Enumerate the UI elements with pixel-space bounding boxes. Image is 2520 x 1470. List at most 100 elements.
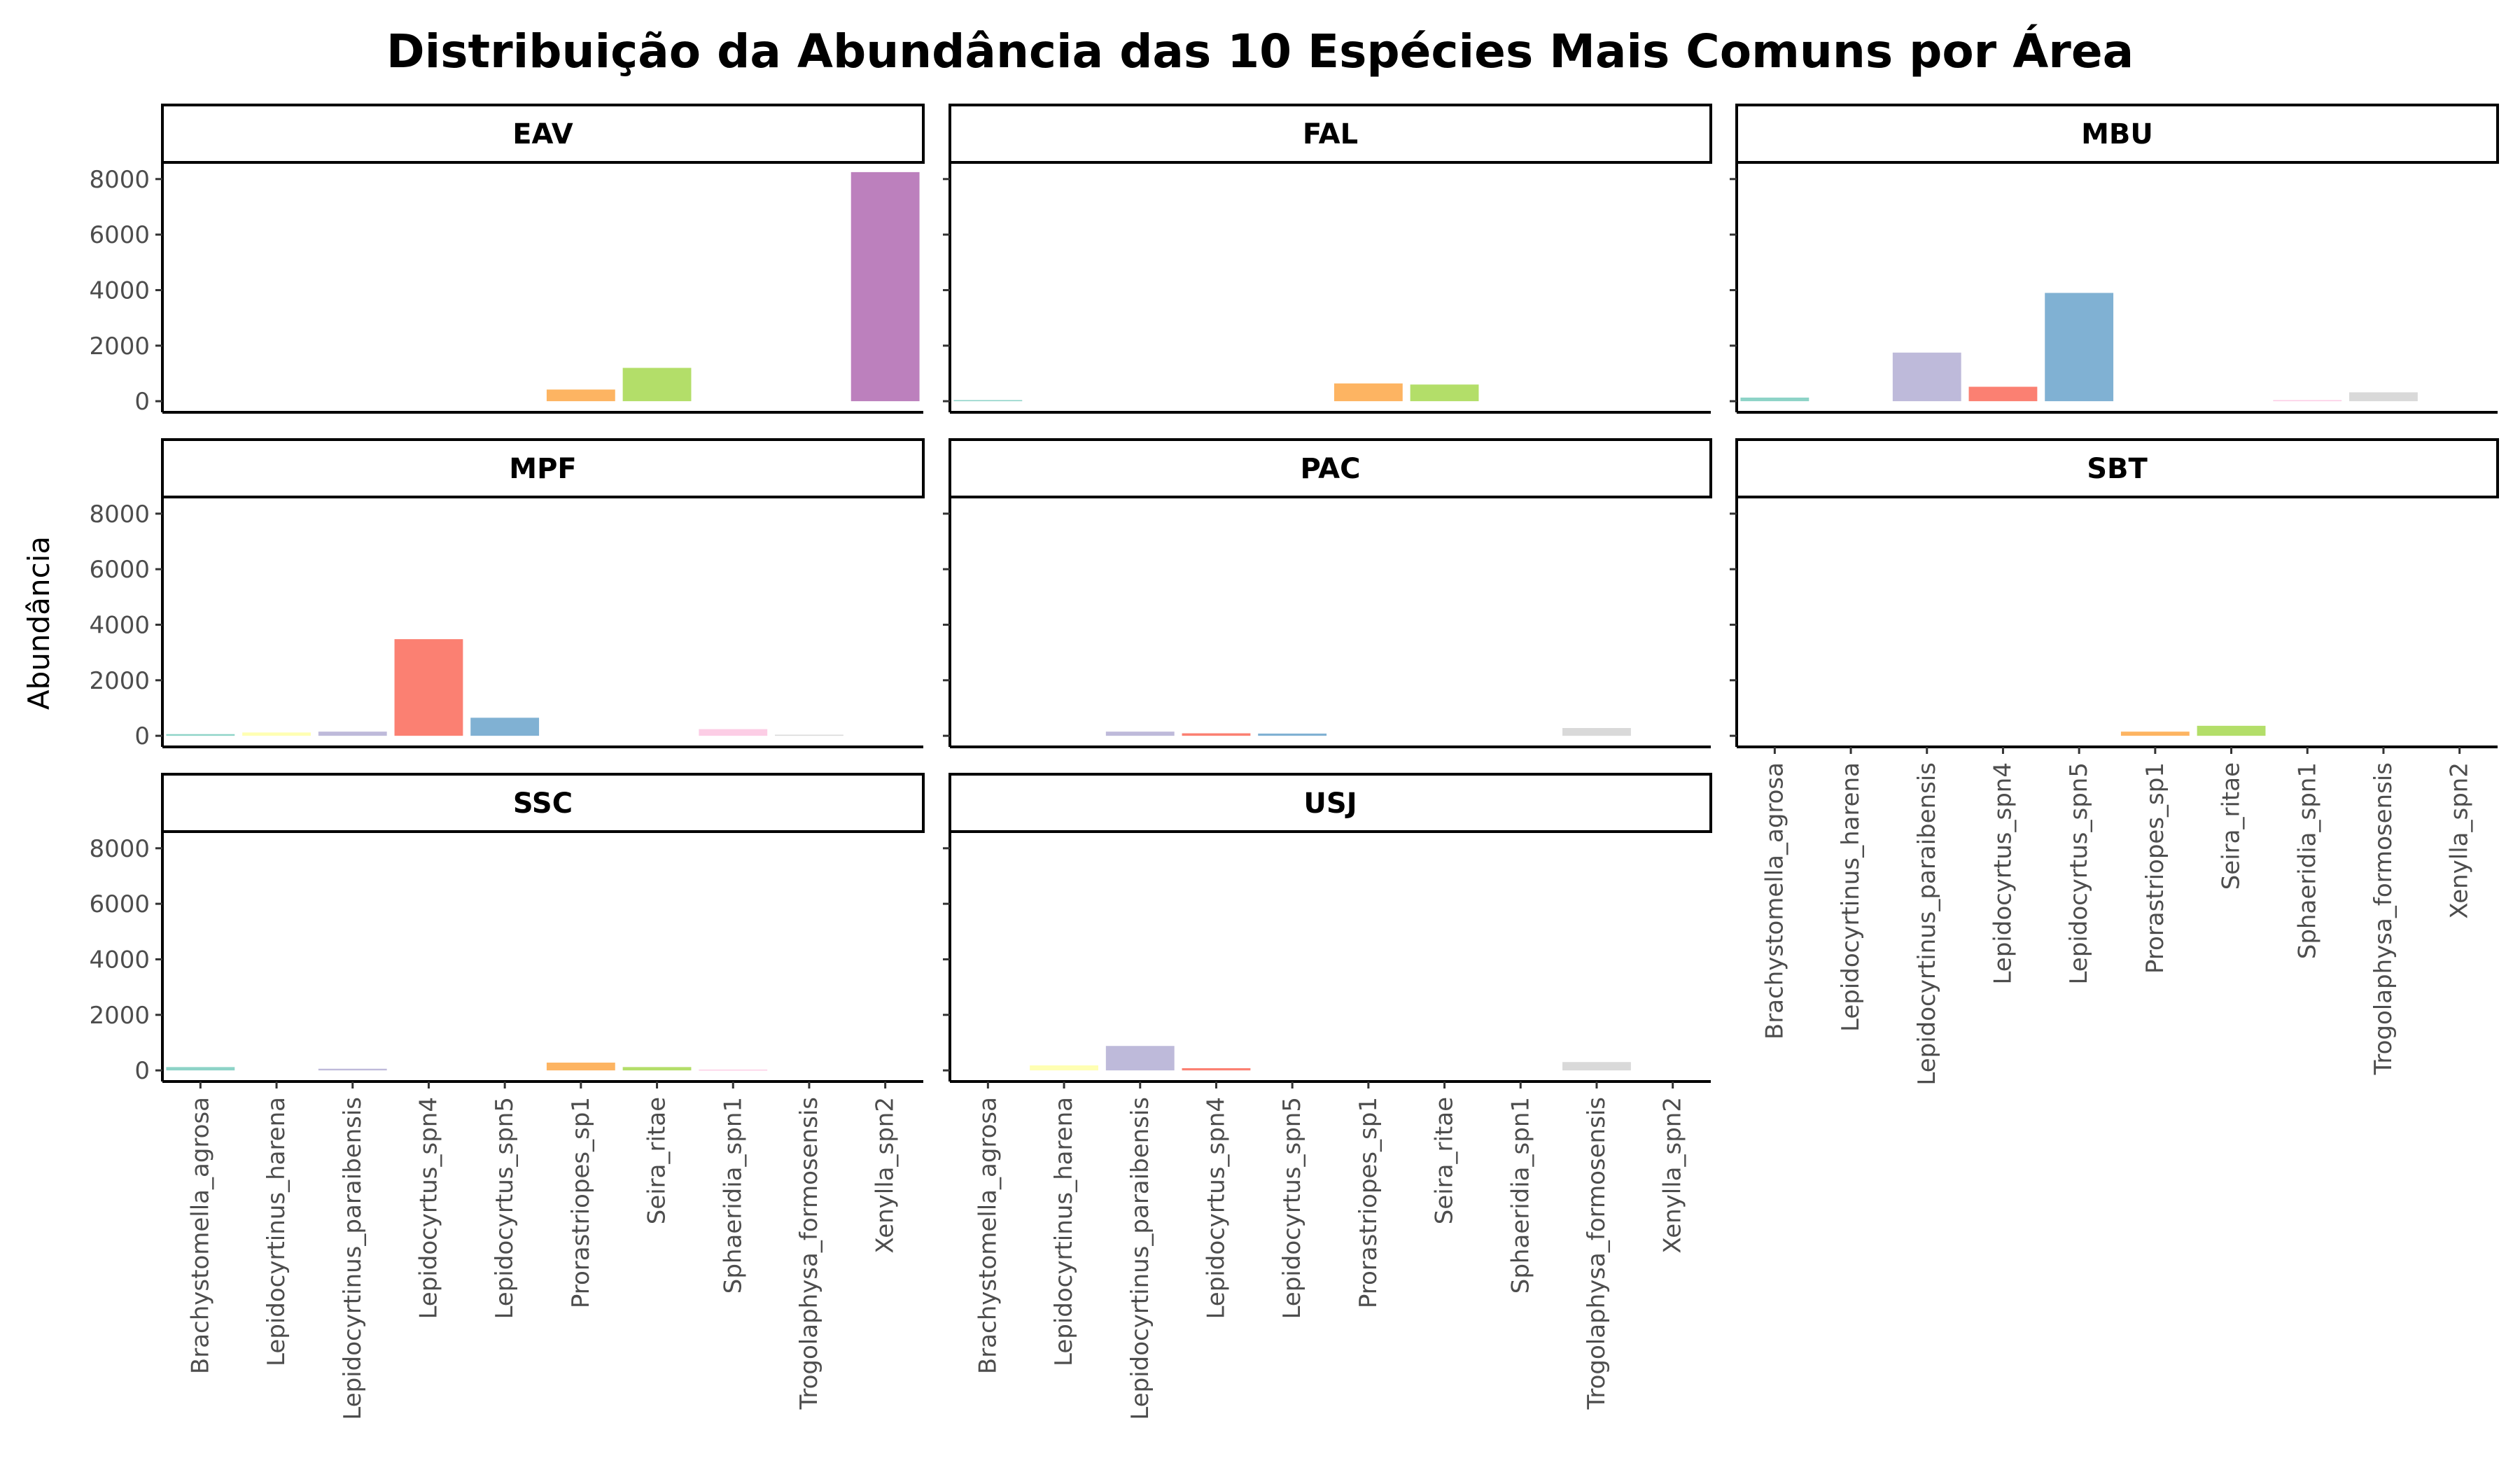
- bar-trogolaphysa-formosensis: [2349, 392, 2418, 402]
- x-tick-label: Xenylla_spn2: [872, 1097, 899, 1254]
- bar-seira-ritae: [1410, 384, 1479, 402]
- y-tick-label: 0: [134, 388, 150, 416]
- x-tick-label: Brachystomella_agrosa: [974, 1097, 1002, 1374]
- x-tick-label: Lepidocyrtus_spn5: [1278, 1097, 1306, 1320]
- facet-usj: USJ Brachystomella_agrosa Lepidocyrtinus_h…: [943, 773, 1712, 1420]
- y-tick-label: 6000: [89, 221, 150, 249]
- bar-sphaeridia-spn1: [699, 1069, 768, 1071]
- bar-prorastriopes-sp1: [546, 1063, 615, 1071]
- facet-strip: [161, 438, 925, 498]
- x-tick-label: Sphaeridia_spn1: [2293, 762, 2321, 959]
- facet-strip: [161, 773, 925, 833]
- bar-prorastriopes-sp1: [546, 389, 615, 402]
- facet-strip: [1735, 104, 2499, 164]
- x-tick-label: Prorastriopes_sp1: [1354, 1097, 1382, 1308]
- y-tick-label: 4000: [89, 946, 150, 974]
- bar-lepidocyrtus-spn5: [2045, 293, 2114, 402]
- x-tick-label: Lepidocyrtus_spn4: [1202, 1097, 1230, 1320]
- facet-fal: FAL: [943, 104, 1712, 414]
- facet-strip-label: FAL: [1303, 118, 1358, 150]
- bar-xenylla-spn2: [850, 172, 920, 402]
- bar-lepidocyrtus-spn4: [1182, 1068, 1251, 1071]
- y-tick-label: 0: [134, 722, 150, 750]
- facet-strip-label: USJ: [1303, 788, 1357, 820]
- y-tick-label: 2000: [89, 332, 150, 360]
- facet-ssc: SSC 0 2000 4000 6000 8000 Brachystomella_agros…: [89, 773, 925, 1420]
- x-tick-label: Brachystomella_agrosa: [186, 1097, 214, 1374]
- x-tick-label: Prorastriopes_sp1: [567, 1097, 595, 1308]
- x-tick-label: Seira_ritae: [1431, 1097, 1459, 1224]
- x-tick-label: Lepidocyrtinus_harena: [1050, 1097, 1078, 1366]
- bar-lepidocyrtus-spn4: [1182, 733, 1251, 736]
- x-tick-label: Sphaeridia_spn1: [1506, 1097, 1534, 1294]
- facet-strip-label: PAC: [1301, 453, 1361, 485]
- bar-lepidocyrtinus-paraibensis: [318, 732, 387, 736]
- facet-strip: [1735, 438, 2499, 498]
- facet-strip: [161, 104, 925, 164]
- facet-strip: [948, 773, 1712, 833]
- x-tick-label: Trogolaphysa_formosensis: [2370, 762, 2398, 1075]
- bar-prorastriopes-sp1: [1334, 383, 1403, 402]
- facet-strip-label: MBU: [2081, 118, 2153, 150]
- x-tick-label: Lepidocyrtinus_harena: [1837, 762, 1865, 1032]
- facet-sbt: SBT Brachystomella_agrosa Lepidocyrtinus_h…: [1730, 438, 2499, 1086]
- bar-sphaeridia-spn1: [699, 729, 768, 736]
- facet-eav: EAV 0 2000 4000 6000 8000: [89, 104, 925, 416]
- x-tick-label: Xenylla_spn2: [1659, 1097, 1687, 1254]
- x-tick-label: Lepidocyrtinus_paraibensis: [339, 1097, 367, 1420]
- x-tick-label: Lepidocyrtinus_paraibensis: [1126, 1097, 1154, 1420]
- bar-lepidocyrtinus-paraibensis: [1105, 1046, 1175, 1071]
- facet-panels: EAV 0 2000 4000 6000 8000 FAL MBU MPF 0 2000 4000 60…: [89, 104, 2499, 1420]
- facet-strip-label: EAV: [512, 118, 573, 150]
- bar-lepidocyrtus-spn5: [470, 718, 540, 736]
- facet-strip-label: SSC: [513, 788, 573, 820]
- facet-strip: [948, 438, 1712, 498]
- y-tick-label: 8000: [89, 166, 150, 194]
- y-tick-label: 6000: [89, 890, 150, 918]
- bar-prorastriopes-sp1: [2120, 732, 2190, 736]
- bar-lepidocyrtus-spn5: [1258, 733, 1327, 736]
- bar-brachystomella-agrosa: [166, 734, 235, 736]
- x-tick-label: Seira_ritae: [643, 1097, 671, 1224]
- bar-seira-ritae: [2197, 725, 2266, 736]
- x-tick-label: Lepidocyrtinus_harena: [262, 1097, 290, 1366]
- facet-strip-label: SBT: [2087, 453, 2148, 485]
- facet-mpf: MPF 0 2000 4000 6000 8000: [89, 438, 925, 750]
- bar-lepidocyrtinus-harena: [1030, 1065, 1098, 1071]
- y-tick-label: 8000: [89, 500, 150, 528]
- x-tick-label: Lepidocyrtinus_paraibensis: [1913, 762, 1941, 1086]
- bar-lepidocyrtinus-harena: [242, 732, 311, 736]
- y-tick-label: 0: [134, 1057, 150, 1085]
- bar-brachystomella-agrosa: [953, 400, 1023, 402]
- bar-trogolaphysa-formosensis: [1562, 1062, 1631, 1071]
- chart-title: Distribuição da Abundância das 10 Espéci…: [386, 24, 2134, 78]
- x-tick-label: Xenylla_spn2: [2446, 762, 2474, 919]
- x-tick-label: Sphaeridia_spn1: [719, 1097, 747, 1294]
- bar-brachystomella-agrosa: [1740, 397, 1809, 402]
- y-tick-label: 4000: [89, 276, 150, 304]
- bar-seira-ritae: [622, 1067, 692, 1071]
- facet-strip: [948, 104, 1712, 164]
- y-axis-title: Abundância: [22, 536, 56, 710]
- bar-seira-ritae: [622, 368, 692, 402]
- facet-pac: PAC: [943, 438, 1712, 748]
- x-tick-label: Lepidocyrtus_spn4: [414, 1097, 442, 1320]
- facet-strip-label: MPF: [509, 453, 576, 485]
- x-tick-label: Prorastriopes_sp1: [2141, 762, 2169, 974]
- x-tick-label: Trogolaphysa_formosensis: [795, 1097, 823, 1410]
- x-tick-label: Trogolaphysa_formosensis: [1583, 1097, 1611, 1410]
- bar-lepidocyrtinus-paraibensis: [318, 1068, 387, 1071]
- y-tick-label: 4000: [89, 611, 150, 639]
- x-tick-label: Seira_ritae: [2218, 762, 2246, 890]
- bar-trogolaphysa-formosensis: [1562, 728, 1631, 736]
- x-tick-label: Lepidocyrtus_spn5: [491, 1097, 519, 1320]
- bar-lepidocyrtinus-paraibensis: [1892, 352, 1961, 402]
- x-tick-label: Brachystomella_agrosa: [1760, 762, 1788, 1040]
- y-tick-label: 6000: [89, 556, 150, 584]
- facet-mbu: MBU: [1730, 104, 2499, 414]
- bar-lepidocyrtus-spn4: [394, 639, 463, 736]
- bar-sphaeridia-spn1: [2273, 400, 2342, 402]
- y-tick-label: 8000: [89, 835, 150, 863]
